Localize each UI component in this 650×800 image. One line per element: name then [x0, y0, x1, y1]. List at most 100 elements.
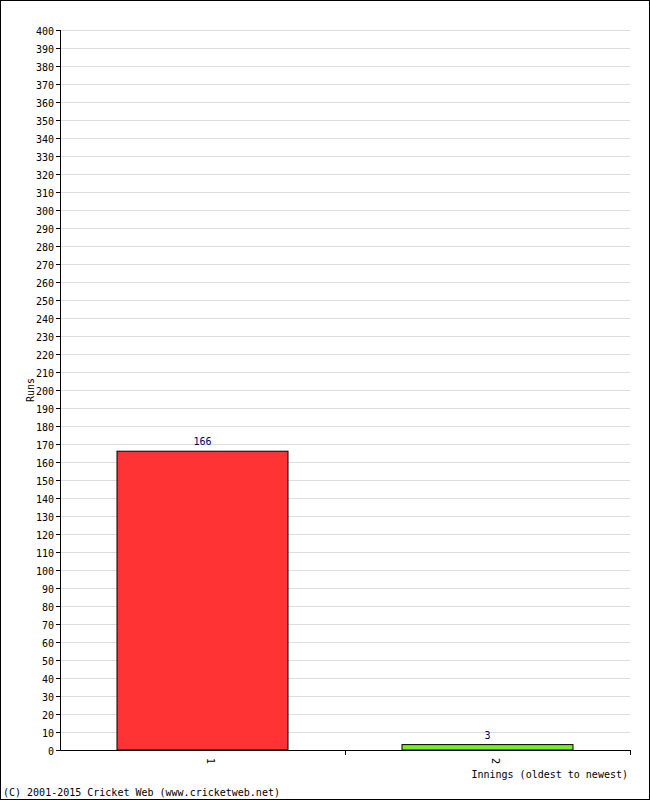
annotation: (C) 2001-2015 Cricket Web (www.cricketwe…: [3, 787, 280, 798]
y-tick: [56, 66, 60, 67]
y-tick-label: 220: [36, 350, 54, 361]
y-tick: [56, 282, 60, 283]
y-tick: [56, 498, 60, 499]
y-tick: [56, 372, 60, 373]
y-tick: [56, 624, 60, 625]
grid-line: [60, 192, 630, 193]
frame: [1, 1, 650, 800]
y-tick-label: 170: [36, 440, 54, 451]
y-tick: [56, 390, 60, 391]
y-tick: [56, 192, 60, 193]
y-tick: [56, 714, 60, 715]
y-tick: [56, 30, 60, 31]
y-tick-label: 290: [36, 224, 54, 235]
x-band-tick: [345, 750, 346, 755]
grid-line: [60, 408, 630, 409]
x-tick-label: 1: [205, 758, 216, 764]
x-axis-title: Innings (oldest to newest): [471, 769, 628, 780]
grid-line: [60, 228, 630, 229]
y-tick: [56, 660, 60, 661]
y-tick-label: 250: [36, 296, 54, 307]
grid-line: [60, 390, 630, 391]
data-label: 3: [484, 730, 490, 741]
x-tick-label: 2: [490, 758, 501, 764]
grid-line: [60, 210, 630, 211]
y-tick: [56, 534, 60, 535]
grid-line: [60, 264, 630, 265]
y-tick: [56, 300, 60, 301]
y-tick-label: 0: [48, 746, 54, 757]
y-tick-label: 190: [36, 404, 54, 415]
y-tick: [56, 102, 60, 103]
bar: [117, 451, 288, 750]
grid-line: [60, 174, 630, 175]
y-tick-label: 120: [36, 530, 54, 541]
y-tick-label: 230: [36, 332, 54, 343]
y-tick: [56, 606, 60, 607]
grid-line: [60, 300, 630, 301]
y-tick-label: 70: [42, 620, 54, 631]
axes: 0102030405060708090100110120130140150160…: [36, 26, 631, 765]
y-axis-title: Runs: [25, 378, 36, 402]
y-tick-label: 370: [36, 80, 54, 91]
y-tick: [56, 264, 60, 265]
grid-line: [60, 102, 630, 103]
y-tick: [56, 156, 60, 157]
y-tick-label: 180: [36, 422, 54, 433]
y-tick: [56, 552, 60, 553]
y-tick-label: 50: [42, 656, 54, 667]
y-tick: [56, 462, 60, 463]
y-tick-label: 360: [36, 98, 54, 109]
y-tick-label: 270: [36, 260, 54, 271]
y-tick: [56, 408, 60, 409]
y-tick-label: 10: [42, 728, 54, 739]
y-tick-label: 80: [42, 602, 54, 613]
y-tick-label: 40: [42, 674, 54, 685]
y-tick-label: 160: [36, 458, 54, 469]
y-tick-label: 350: [36, 116, 54, 127]
y-tick: [56, 228, 60, 229]
bars: [117, 451, 573, 750]
y-tick-label: 20: [42, 710, 54, 721]
y-tick: [56, 138, 60, 139]
y-tick-label: 260: [36, 278, 54, 289]
grid-line: [60, 48, 630, 49]
y-tick: [56, 174, 60, 175]
y-tick: [56, 696, 60, 697]
y-tick-label: 320: [36, 170, 54, 181]
grid-line: [60, 354, 630, 355]
grid-line: [60, 372, 630, 373]
y-tick-label: 100: [36, 566, 54, 577]
y-tick: [56, 444, 60, 445]
y-tick: [56, 678, 60, 679]
y-tick-label: 210: [36, 368, 54, 379]
y-tick: [56, 570, 60, 571]
y-tick-label: 30: [42, 692, 54, 703]
y-tick-label: 60: [42, 638, 54, 649]
grid-line: [60, 336, 630, 337]
y-tick-label: 330: [36, 152, 54, 163]
y-tick: [56, 516, 60, 517]
y-tick: [56, 480, 60, 481]
y-tick-label: 390: [36, 44, 54, 55]
y-axis: [60, 30, 61, 750]
y-tick-label: 400: [36, 26, 54, 37]
y-tick: [56, 732, 60, 733]
grid-line: [60, 246, 630, 247]
grid-line: [60, 120, 630, 121]
y-tick: [56, 318, 60, 319]
labels: 1663: [193, 436, 490, 740]
grid-line: [60, 84, 630, 85]
grid-line: [60, 138, 630, 139]
y-tick-label: 200: [36, 386, 54, 397]
y-tick: [56, 120, 60, 121]
y-tick: [56, 48, 60, 49]
y-tick-label: 300: [36, 206, 54, 217]
grid-line: [60, 66, 630, 67]
y-tick: [56, 750, 60, 751]
y-tick-label: 150: [36, 476, 54, 487]
y-tick: [56, 336, 60, 337]
chart: 0102030405060708090100110120130140150160…: [0, 0, 650, 800]
grid-line: [60, 282, 630, 283]
y-tick: [56, 246, 60, 247]
